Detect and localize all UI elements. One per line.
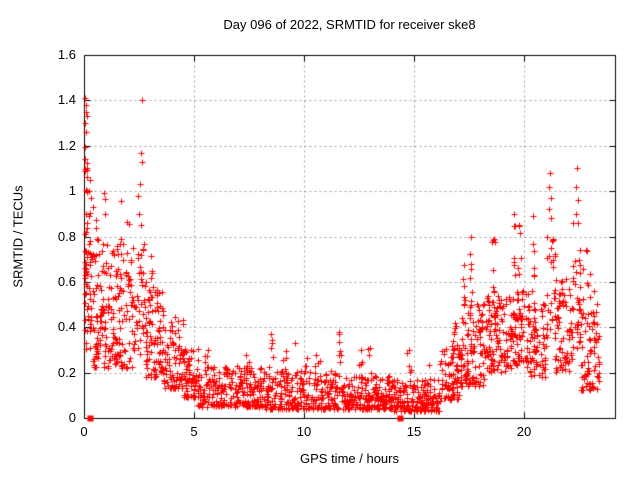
- y-tick-label: 1.4: [57, 92, 76, 107]
- x-tick-label: 20: [516, 424, 532, 439]
- y-tick-label: 0.8: [57, 229, 76, 244]
- chart-title: Day 096 of 2022, SRMTID for receiver ske…: [223, 17, 476, 32]
- y-tick-label: 0: [68, 410, 76, 425]
- y-tick-label: 0.4: [57, 319, 76, 334]
- y-tick-label: 1: [68, 183, 76, 198]
- x-tick-label: 10: [296, 424, 312, 439]
- y-tick-label: 1.2: [57, 138, 76, 153]
- x-axis-label: GPS time / hours: [300, 451, 399, 466]
- y-tick-label: 1.6: [57, 47, 76, 62]
- y-tick-label: 0.2: [57, 365, 76, 380]
- x-tick-label: 5: [190, 424, 198, 439]
- x-tick-label: 15: [406, 424, 422, 439]
- x-tick-label: 0: [80, 424, 88, 439]
- y-tick-label: 0.6: [57, 274, 76, 289]
